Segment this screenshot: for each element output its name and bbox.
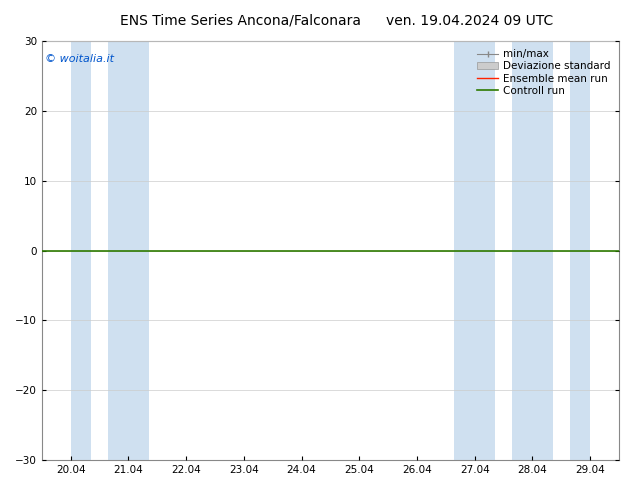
Legend: min/max, Deviazione standard, Ensemble mean run, Controll run: min/max, Deviazione standard, Ensemble m…	[474, 46, 614, 99]
Bar	[108, 41, 148, 460]
Bar	[455, 41, 495, 460]
Bar	[512, 41, 553, 460]
Text: © woitalia.it: © woitalia.it	[44, 53, 113, 64]
Text: ENS Time Series Ancona/Falconara: ENS Time Series Ancona/Falconara	[120, 14, 361, 28]
Text: ven. 19.04.2024 09 UTC: ven. 19.04.2024 09 UTC	[385, 14, 553, 28]
Bar	[570, 41, 590, 460]
Bar	[70, 41, 91, 460]
